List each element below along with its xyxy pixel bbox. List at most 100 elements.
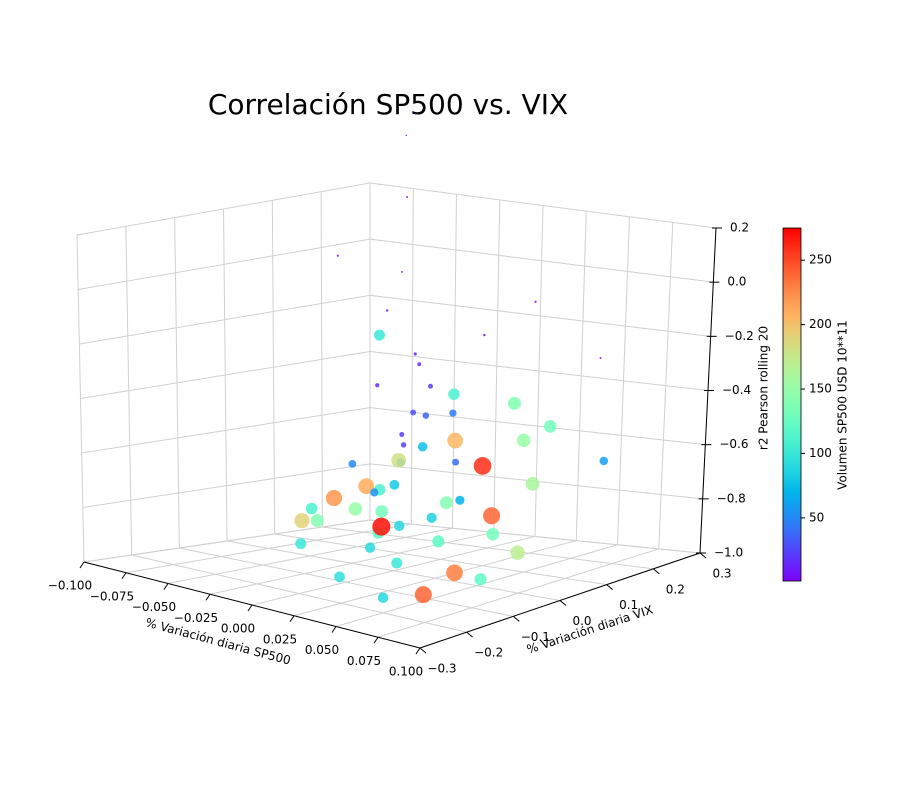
x-tick: [163, 583, 169, 590]
x-tick: [205, 593, 211, 601]
x-tick: [79, 561, 85, 569]
data-point: [449, 409, 457, 417]
data-point: [448, 388, 460, 400]
x-tick: [373, 636, 379, 644]
x-tick-label: −0.050: [132, 600, 176, 614]
x-tick-label: −0.100: [48, 579, 92, 593]
colorbar-tick-label: 50: [809, 510, 824, 524]
data-point: [507, 396, 521, 410]
grid-line: [179, 547, 514, 617]
data-point: [334, 571, 345, 583]
data-point: [401, 270, 404, 273]
y-tick: [606, 584, 613, 591]
data-point: [348, 460, 357, 468]
colorbar-tick-label: 100: [809, 446, 832, 460]
data-point: [414, 113, 417, 115]
data-point: [405, 134, 408, 137]
data-point: [534, 300, 537, 303]
grid-line: [81, 407, 371, 454]
data-point: [348, 502, 363, 516]
colorbar-tick-label: 150: [809, 382, 832, 396]
data-point: [391, 452, 407, 468]
y-tick-label: 0.3: [712, 567, 731, 581]
data-point: [544, 420, 557, 433]
data-point: [473, 457, 492, 475]
data-point: [375, 505, 388, 518]
data-point: [426, 512, 437, 523]
data-point: [510, 545, 525, 560]
x-tick: [289, 615, 295, 623]
data-point: [372, 517, 391, 536]
grid-line: [226, 540, 561, 601]
y-tick-label: 0.1: [619, 598, 638, 612]
data-point: [455, 495, 465, 505]
grid-line: [274, 533, 607, 586]
x-tick: [121, 572, 127, 580]
x-tick-label: −0.075: [90, 589, 134, 603]
grid-line: [369, 351, 709, 391]
data-point: [525, 476, 540, 491]
z-tick-label: 0.0: [727, 275, 746, 289]
grid-line: [369, 182, 717, 229]
data-point: [325, 489, 343, 507]
data-point: [417, 362, 422, 367]
data-point: [447, 432, 464, 449]
y-tick: [419, 647, 427, 654]
z-tick-label: −1.0: [714, 546, 743, 560]
data-point: [399, 432, 405, 437]
y-tick-label: 0.0: [572, 614, 591, 628]
data-point: [474, 573, 487, 586]
colorbar-label: Volumen SP500 USD 10**11: [836, 320, 850, 490]
data-point: [400, 442, 407, 448]
data-point: [414, 586, 432, 604]
data-point: [422, 412, 430, 419]
data-point: [391, 557, 403, 569]
z-tick-label: 0.2: [730, 221, 749, 235]
data-point: [410, 409, 417, 416]
grid-line: [79, 294, 371, 345]
data-point: [295, 538, 307, 550]
grid-line: [369, 294, 711, 337]
colorbar-tick-label: 200: [809, 317, 832, 331]
z-axis-label: r2 Pearson rolling 20: [757, 326, 771, 450]
data-point: [439, 496, 453, 510]
y-tick: [466, 631, 473, 638]
data-point: [370, 488, 379, 497]
x-tick-label: 0.100: [389, 665, 423, 679]
x-tick-label: −0.025: [174, 611, 218, 625]
z-tick-label: −0.6: [719, 437, 748, 451]
data-point: [375, 383, 380, 388]
y-tick: [653, 568, 660, 575]
data-point: [599, 456, 609, 466]
data-point: [294, 513, 310, 529]
data-point: [428, 383, 433, 389]
x-tick-label: 0.025: [263, 632, 297, 646]
data-point: [516, 433, 531, 448]
data-point: [385, 309, 389, 312]
data-point: [483, 333, 486, 337]
grid-line: [369, 519, 701, 554]
grid-line: [131, 554, 467, 633]
y-tick-label: −0.2: [474, 646, 503, 660]
data-point: [336, 254, 339, 257]
data-point: [364, 542, 376, 553]
data-point: [486, 527, 500, 541]
data-point: [446, 564, 463, 582]
y-tick: [699, 552, 707, 559]
data-point: [310, 513, 324, 527]
chart-title: Correlación SP500 vs. VIX: [208, 88, 568, 121]
y-tick: [513, 615, 520, 622]
x-tick-label: 0.075: [347, 654, 381, 668]
y-tick-label: −0.3: [427, 662, 456, 676]
grid-line: [369, 238, 714, 283]
data-point: [406, 196, 409, 198]
z-tick-label: −0.2: [725, 329, 754, 343]
grid-line: [78, 238, 371, 290]
x-tick-label: 0.050: [305, 643, 339, 657]
data-point: [452, 458, 460, 466]
y-tick-label: 0.2: [666, 582, 685, 596]
data-point: [389, 479, 400, 490]
z-tick-label: −0.8: [717, 491, 746, 505]
data-point: [305, 502, 318, 515]
